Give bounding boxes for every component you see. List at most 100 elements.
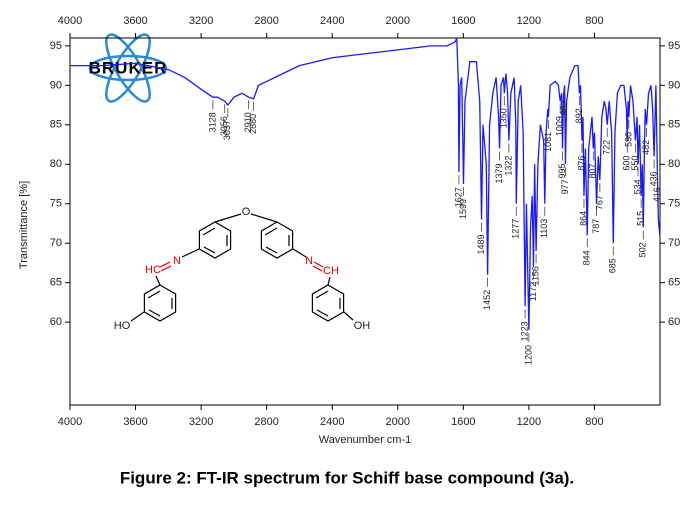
ring-bond: [264, 227, 278, 236]
peak-label: 1627: [453, 187, 463, 207]
ring-bond: [203, 246, 216, 254]
ring-bond: [148, 309, 161, 317]
y-tick-label: 80: [50, 158, 62, 170]
x-tick-label-top: 3600: [123, 15, 147, 27]
atom-label: OH: [354, 320, 371, 332]
y-axis-title: Transmittance [%]: [18, 181, 30, 269]
peak-label: 767: [594, 195, 604, 210]
logo: BRUKER: [88, 33, 168, 103]
bond: [181, 248, 200, 258]
peak-label: 1009: [555, 116, 565, 136]
ring-bond: [202, 227, 216, 236]
atom-label: HC: [145, 264, 161, 276]
bond: [250, 213, 278, 223]
peak-label: 1200: [523, 345, 533, 365]
ring-bond: [147, 290, 161, 299]
bond: [159, 261, 171, 268]
peak-label: 995: [557, 164, 567, 179]
peak-label: 3056: [219, 116, 229, 136]
y-tick-label-right: 85: [668, 119, 680, 131]
atom-label: N: [173, 255, 181, 267]
peak-label: 1277: [511, 219, 521, 239]
peak-label: 876: [576, 156, 586, 171]
peak-label: 1379: [494, 164, 504, 184]
x-tick-label: 4000: [58, 416, 82, 428]
x-tick-label: 3600: [123, 416, 147, 428]
logo-orbit: [88, 54, 168, 82]
ring: [260, 221, 294, 259]
peak-label: 844: [582, 250, 592, 265]
peak-label: 1156: [530, 266, 540, 285]
peak-label: 482: [641, 140, 651, 155]
peak-label: 1322: [503, 156, 513, 176]
peak-label: 1599: [458, 199, 468, 219]
y-tick-label: 90: [50, 79, 62, 91]
bond: [292, 248, 307, 258]
x-tick-label: 2400: [320, 416, 344, 428]
bond: [343, 311, 354, 321]
peak-label: 685: [608, 258, 618, 273]
x-tick-label-top: 2400: [320, 15, 344, 27]
peak-label: 1489: [476, 235, 486, 255]
bond: [130, 311, 145, 322]
ring: [143, 284, 177, 322]
peak-label: 722: [602, 140, 612, 155]
x-tick-label-top: 3200: [189, 15, 213, 27]
x-tick-label-top: 800: [585, 15, 603, 27]
peak-label: 590: [623, 132, 633, 147]
peak-label: 787: [591, 219, 601, 234]
y-tick-label-right: 65: [668, 277, 680, 289]
peak-label: 1223: [519, 321, 529, 341]
x-tick-label: 3200: [189, 416, 213, 428]
x-axis-title: Wavenumber cm-1: [319, 434, 412, 446]
peak-label: 807: [588, 164, 598, 179]
peak-label: 3128: [207, 112, 217, 132]
x-tick-label-top: 4000: [58, 15, 82, 27]
x-tick-label-top: 2000: [386, 15, 410, 27]
peak-label: 600: [622, 156, 632, 171]
y-tick-label-right: 95: [668, 40, 680, 52]
peak-label: 436: [648, 171, 658, 186]
peak-label: 1103: [539, 219, 549, 238]
y-tick-label-right: 75: [668, 198, 680, 210]
y-tick-label: 60: [50, 316, 62, 328]
logo-orbit: [105, 33, 151, 103]
y-tick-label: 65: [50, 277, 62, 289]
x-tick-label: 2000: [386, 416, 410, 428]
x-tick-label: 1200: [517, 416, 541, 428]
atom-label: N: [305, 255, 313, 267]
bond: [160, 265, 172, 272]
y-tick-label-right: 60: [668, 316, 680, 328]
ring: [198, 221, 232, 259]
ring: [311, 284, 345, 322]
peak-label: 2880: [248, 114, 258, 134]
y-tick-label: 85: [50, 119, 62, 131]
peak-label: 892: [574, 108, 584, 123]
peak-label: 416: [652, 187, 662, 202]
peak-label: 1350: [499, 108, 509, 128]
x-tick-label-top: 1200: [517, 15, 541, 27]
peak-label: 515: [636, 211, 646, 226]
plot-frame: [69, 37, 661, 406]
peak-label: 864: [578, 211, 588, 226]
x-tick-label: 800: [585, 416, 603, 428]
peak-label: 982: [559, 100, 569, 115]
atom-label: HO: [114, 320, 131, 332]
y-tick-label-right: 90: [668, 79, 680, 91]
peak-label: 502: [638, 242, 648, 257]
peak-label: 1172: [528, 282, 538, 301]
peak-label: 1081: [543, 132, 553, 152]
x-tick-label-top: 2800: [254, 15, 278, 27]
bond: [214, 213, 242, 223]
y-tick-label: 75: [50, 198, 62, 210]
bond: [312, 265, 323, 272]
x-tick-label-top: 1600: [451, 15, 475, 27]
y-tick-label: 95: [50, 40, 62, 52]
caption: Figure 2: FT-IR spectrum for Schiff base…: [120, 468, 574, 487]
bond: [313, 261, 324, 268]
peak-label: 977: [560, 179, 570, 194]
structure: O HC N N CH HO OH: [114, 206, 371, 332]
y-tick-label-right: 70: [668, 237, 680, 249]
x-tick-label: 1600: [451, 416, 475, 428]
